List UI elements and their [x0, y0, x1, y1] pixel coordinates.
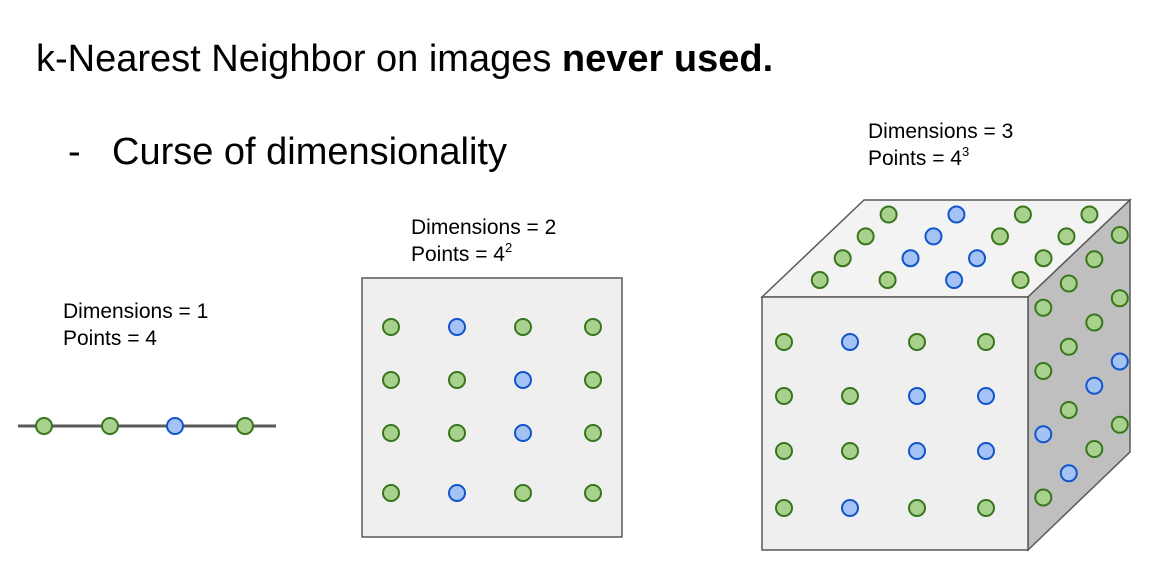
square-2d	[361, 277, 623, 538]
title-emphasis: never used.	[561, 38, 774, 80]
grid-2d-green-point	[382, 484, 400, 502]
grid-2d-green-point	[382, 371, 400, 389]
cube-top-blue-point	[901, 249, 920, 268]
cube-side-green-point	[1085, 250, 1104, 269]
points-2d-exponent: 2	[504, 240, 513, 255]
cube-side-blue-point	[1059, 464, 1078, 483]
cube-side-green-point	[1034, 488, 1053, 507]
grid-2d-green-point	[514, 318, 532, 336]
cube-front-green-point	[775, 387, 793, 405]
cube-top-blue-point	[968, 249, 987, 268]
grid-2d-green-point	[514, 484, 532, 502]
grid-2d-green-point	[382, 424, 400, 442]
cube-side-green-point	[1085, 313, 1104, 332]
grid-2d-green-point	[584, 484, 602, 502]
cube-top-green-point	[856, 227, 875, 246]
cube-side-green-point	[1034, 362, 1053, 380]
cube-front-green-point	[908, 499, 926, 517]
cube-side-green-point	[1059, 274, 1078, 293]
cube-front-green-point	[775, 499, 793, 517]
grid-2d-green-point	[448, 424, 466, 442]
cube-front-green-point	[908, 333, 926, 351]
cube-side-green-point	[1059, 401, 1078, 419]
cube-front-green-point	[977, 499, 995, 517]
cube-top-green-point	[878, 271, 897, 290]
diagram-1d	[18, 417, 276, 435]
cube-top-green-point	[879, 205, 898, 224]
cube-top-green-point	[1011, 271, 1030, 290]
dims-3d: Dimensions = 3	[868, 120, 1014, 143]
cube-top-blue-point	[947, 205, 966, 224]
bullet-text: Curse of dimensionality	[112, 131, 507, 173]
grid-2d-green-point	[382, 318, 400, 336]
grid-2d-blue-point	[514, 424, 532, 442]
cube-side-blue-point	[1085, 376, 1104, 395]
grid-2d-blue-point	[448, 484, 466, 502]
cube-front-green-point	[977, 333, 995, 351]
cube-top-green-point	[833, 249, 852, 268]
cube-side-green-point	[1110, 415, 1129, 434]
cube-front-green-point	[841, 442, 859, 460]
cube-front-blue-point	[908, 387, 926, 405]
cube-front-blue-point	[977, 442, 995, 460]
cube-front-blue-point	[841, 499, 859, 517]
line-1d-green-point	[35, 417, 53, 435]
grid-2d-green-point	[448, 371, 466, 389]
cube-top-green-point	[1034, 249, 1053, 268]
points-3d-exponent: 3	[961, 144, 970, 159]
diagram-2d	[361, 277, 623, 538]
bullet-marker: -	[68, 131, 81, 173]
slide-title: k-Nearest Neighbor on images never used.	[36, 36, 773, 82]
label-1d: Dimensions = 1 Points = 4	[63, 298, 208, 352]
grid-2d-green-point	[584, 371, 602, 389]
line-1d-blue-point	[166, 417, 184, 435]
points-3d-text: Points = 4	[868, 147, 962, 170]
line-1d-green-point	[101, 417, 119, 435]
points-3d: Points = 43	[868, 145, 1013, 172]
points-2d-text: Points = 4	[411, 243, 505, 266]
points-2d: Points = 42	[411, 241, 556, 268]
grid-2d-blue-point	[448, 318, 466, 336]
cube-top-blue-point	[945, 271, 964, 290]
line-1d-green-point	[236, 417, 254, 435]
title-prefix: k-Nearest Neighbor on images	[36, 38, 562, 80]
grid-2d-green-point	[584, 318, 602, 336]
cube-side-green-point	[1110, 226, 1129, 244]
cube-front-blue-point	[977, 387, 995, 405]
points-1d-text: Points = 4	[63, 327, 157, 350]
label-2d: Dimensions = 2 Points = 42	[411, 214, 556, 268]
cube-top-green-point	[990, 227, 1009, 246]
points-1d: Points = 4	[63, 325, 208, 352]
grid-2d-blue-point	[514, 371, 532, 389]
cube-top-green-point	[1013, 205, 1032, 224]
cube-side-green-point	[1059, 337, 1078, 356]
cube-front-blue-point	[908, 442, 926, 460]
cube-front-blue-point	[841, 333, 859, 351]
diagram-3d	[760, 198, 1132, 552]
cube-front-green-point	[775, 333, 793, 351]
cube-top-green-point	[1080, 205, 1099, 224]
cube-top-green-point	[810, 271, 829, 290]
cube-top-blue-point	[924, 227, 943, 246]
cube-front-green-point	[775, 442, 793, 460]
dims-2d: Dimensions = 2	[411, 216, 557, 239]
cube-top-green-point	[1057, 227, 1076, 246]
cube-side-blue-point	[1110, 352, 1129, 371]
cube-side-green-point	[1085, 440, 1104, 458]
grid-2d-green-point	[584, 424, 602, 442]
cube-side-green-point	[1110, 289, 1129, 308]
bullet-point: - Curse of dimensionality	[68, 130, 507, 174]
cube-side-blue-point	[1034, 425, 1053, 444]
cube-side-green-point	[1034, 298, 1053, 317]
dims-1d: Dimensions = 1	[63, 300, 209, 323]
cube-front-green-point	[841, 387, 859, 405]
label-3d: Dimensions = 3 Points = 43	[868, 118, 1013, 172]
